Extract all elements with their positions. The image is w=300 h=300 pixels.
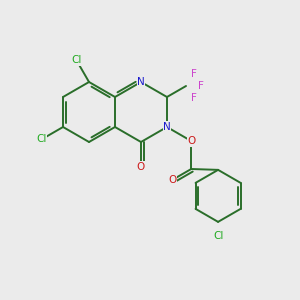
Text: Cl: Cl <box>213 231 223 241</box>
Text: O: O <box>187 136 195 146</box>
Text: O: O <box>168 175 176 185</box>
Text: Cl: Cl <box>36 134 46 145</box>
Text: O: O <box>137 162 145 172</box>
Text: N: N <box>137 77 145 87</box>
Text: N: N <box>163 122 171 132</box>
Text: F: F <box>191 93 197 103</box>
Text: Cl: Cl <box>71 55 82 65</box>
Text: F: F <box>191 69 197 79</box>
Text: F: F <box>198 81 204 91</box>
